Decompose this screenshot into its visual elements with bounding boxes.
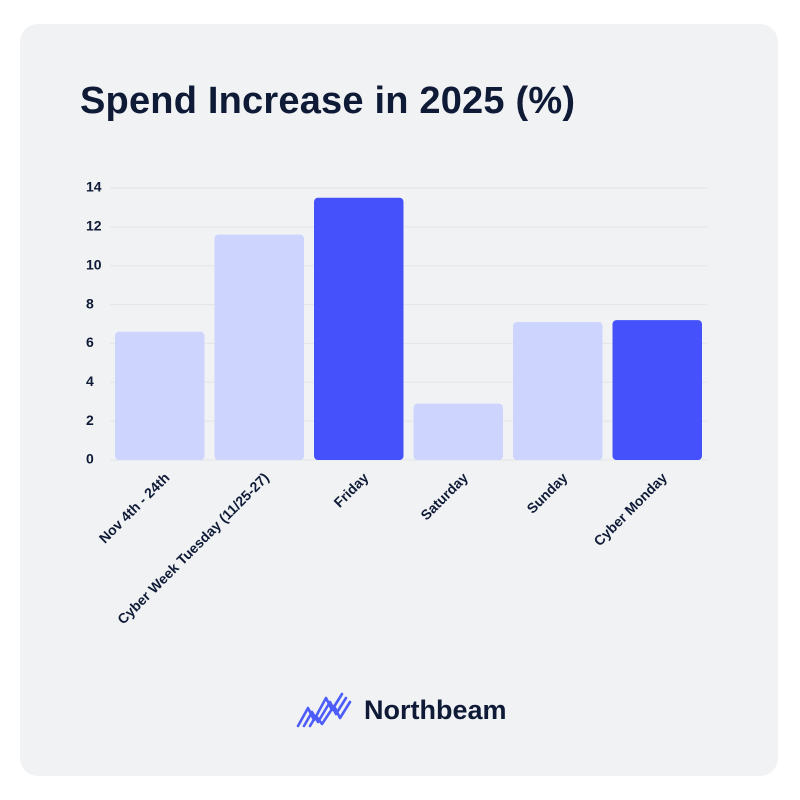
- bar: [413, 403, 503, 460]
- x-tick-label: Friday: [330, 469, 371, 510]
- bar: [612, 320, 702, 460]
- y-tick-label: 8: [86, 295, 94, 311]
- bars: [115, 197, 702, 460]
- bar: [314, 197, 404, 460]
- northbeam-logo: Northbeam: [296, 690, 507, 730]
- y-tick-label: 14: [86, 179, 102, 195]
- y-axis-ticks: 0 2 4 6 8 10 12 14: [86, 179, 102, 467]
- brand-name: Northbeam: [364, 694, 507, 725]
- y-tick-label: 0: [86, 451, 94, 467]
- y-tick-label: 6: [86, 334, 94, 350]
- northbeam-logo-icon: [296, 692, 352, 728]
- bar: [513, 322, 603, 460]
- y-tick-label: 4: [86, 373, 94, 389]
- chart-title: Spend Increase in 2025 (%): [80, 80, 576, 122]
- x-tick-label: Sunday: [523, 469, 570, 516]
- x-tick-label: Nov 4th - 24th: [96, 469, 173, 546]
- bar: [115, 331, 205, 460]
- x-tick-label: Saturday: [417, 469, 471, 523]
- y-tick-label: 2: [86, 412, 94, 428]
- y-tick-label: 10: [86, 256, 102, 272]
- gridlines: [110, 187, 707, 461]
- y-tick-label: 12: [86, 218, 102, 234]
- x-tick-label: Cyber Monday: [590, 469, 670, 549]
- bar: [214, 234, 304, 460]
